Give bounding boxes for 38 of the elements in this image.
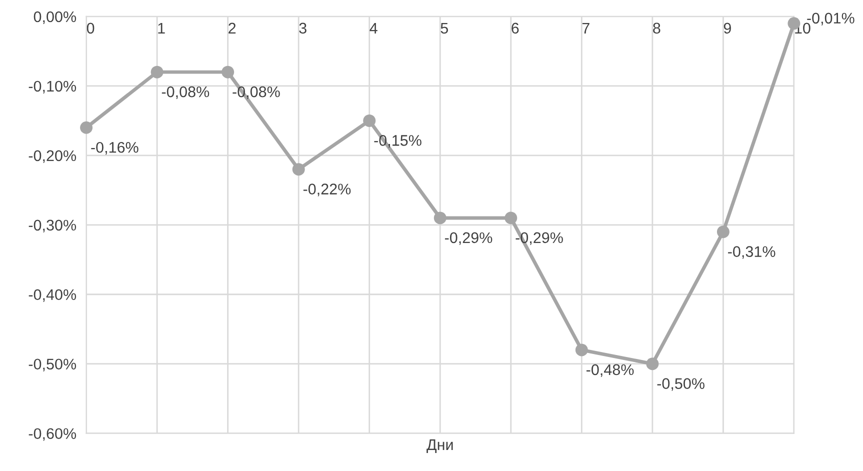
data-label: -0,31% [728,246,776,259]
x-tick-label: 5 [440,22,448,34]
point [292,163,305,176]
y-tick-label: -0,50% [28,358,76,372]
x-tick-label: 2 [228,22,236,34]
data-label: -0,22% [303,184,351,196]
point [80,121,93,134]
data-label: -0,29% [444,232,492,245]
x-tick-label: 1 [158,22,165,34]
data-label: -0,48% [586,364,634,377]
point [150,66,164,78]
x-tick-label: 7 [582,22,590,34]
x-axis-title: Дни [426,439,453,453]
x-tick-label: 9 [724,22,731,34]
y-tick-label: 0,00% [34,11,76,24]
point [575,344,588,356]
data-label: -0,50% [657,378,704,391]
data-label: -0,29% [516,232,563,245]
data-label: -0,15% [374,135,422,148]
y-tick-label: -0,20% [28,150,76,163]
point [363,114,376,127]
x-tick-label: 4 [370,22,378,34]
y-tick-label: -0,40% [28,289,76,302]
point [222,66,234,78]
y-tick-label: -0,60% [28,428,76,441]
data-label: -0,08% [232,86,280,100]
x-tick-label: 8 [653,22,660,34]
data-label: -0,08% [162,86,210,100]
data-label: -0,16% [91,142,138,155]
y-tick-label: -0,10% [28,80,76,94]
x-tick-label: 6 [512,22,519,34]
x-tick-label: 0 [86,22,94,34]
x-tick-label: 3 [299,22,306,34]
point [646,358,659,370]
point [716,226,730,238]
point [434,212,446,224]
point [504,212,518,224]
y-tick-label: -0,30% [28,220,76,232]
